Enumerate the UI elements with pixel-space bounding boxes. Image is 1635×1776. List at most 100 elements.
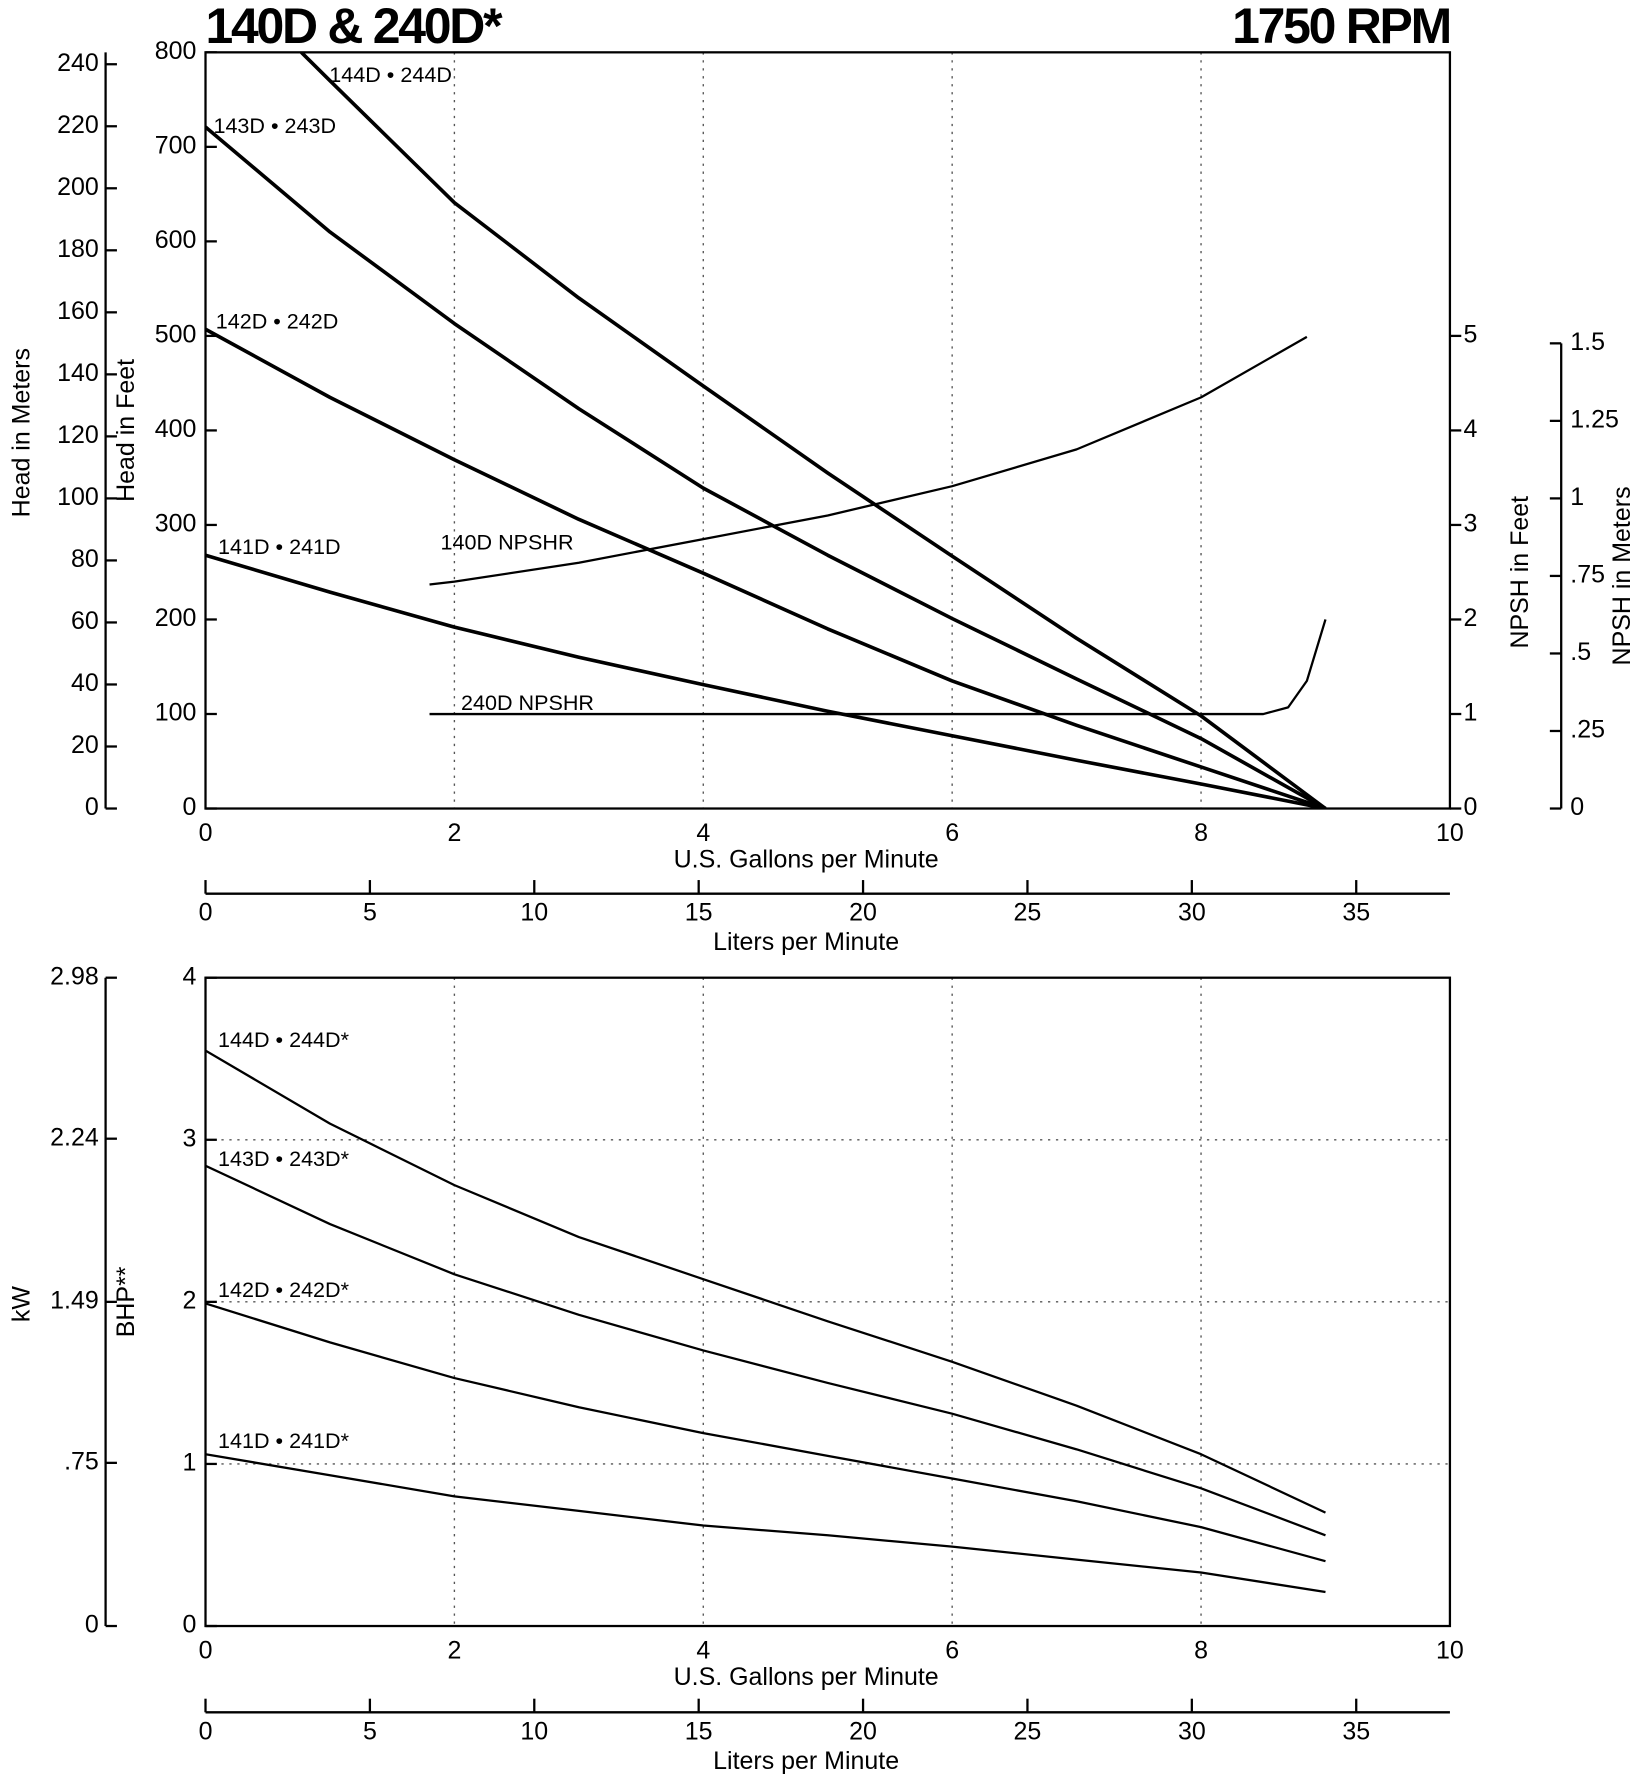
- series-label: 240D NPSHR: [461, 690, 594, 715]
- series-line: [205, 125, 1327, 809]
- x2-axis-title: Liters per Minute: [713, 1747, 899, 1775]
- x-tick-label: 8: [1194, 1637, 1208, 1665]
- y3-tick-label: .75: [64, 1447, 99, 1475]
- plot-frame: [204, 976, 1452, 1628]
- y3-tick-label: 60: [71, 607, 99, 635]
- y3-tick-label: 240: [57, 49, 99, 77]
- y-tick-label: 100: [155, 699, 197, 727]
- y-tick-label: 400: [155, 415, 197, 443]
- y-axis-title: Head in Feet: [112, 359, 140, 502]
- y4-tick-label: .25: [1570, 716, 1605, 744]
- y-tick-label: 1: [183, 1449, 197, 1477]
- y-tick-label: 0: [183, 793, 197, 821]
- y-tick-label: 500: [155, 320, 197, 348]
- x-axis-title: U.S. Gallons per Minute: [674, 1663, 939, 1691]
- x2-tick-label: 15: [685, 899, 713, 927]
- y-tick-label: 0: [183, 1611, 197, 1639]
- y2-tick-label: 2: [1464, 604, 1478, 632]
- x-axis-title: U.S. Gallons per Minute: [674, 845, 939, 873]
- x2-tick-label: 30: [1178, 1717, 1206, 1745]
- x2-tick-label: 15: [685, 1717, 713, 1745]
- x2-tick-label: 0: [199, 1717, 213, 1745]
- series-line: [205, 553, 1326, 809]
- x-tick-label: 0: [199, 1637, 213, 1665]
- y3-tick-label: 2.24: [50, 1123, 99, 1151]
- x2-tick-label: 35: [1342, 899, 1370, 927]
- y3-tick-label: 140: [57, 359, 99, 387]
- y3-tick-label: 0: [85, 1611, 99, 1639]
- y3-tick-label: 40: [71, 669, 99, 697]
- x2-tick-label: 10: [520, 899, 548, 927]
- series-line: [205, 1453, 1326, 1594]
- series-line: [205, 327, 1327, 809]
- x2-tick-label: 10: [520, 1717, 548, 1745]
- x2-tick-label: 5: [363, 1717, 377, 1745]
- y2-axis-title: NPSH in Feet: [1506, 496, 1534, 649]
- x2-tick-label: 35: [1342, 1717, 1370, 1745]
- x2-tick-label: 25: [1014, 1717, 1042, 1745]
- y2-tick-label: 3: [1464, 510, 1478, 538]
- x2-tick-label: 5: [363, 899, 377, 927]
- series-label: 143D • 243D: [213, 113, 336, 138]
- speed-label: 1750 RPM: [1232, 0, 1450, 54]
- series-label: 144D • 244D*: [218, 1027, 350, 1052]
- y-tick-label: 2: [183, 1286, 197, 1314]
- x-tick-label: 10: [1436, 819, 1464, 847]
- y3-tick-label: 20: [71, 731, 99, 759]
- x-tick-label: 4: [696, 819, 710, 847]
- x-tick-label: 6: [945, 819, 959, 847]
- series-label: 144D • 244D: [329, 62, 452, 87]
- x2-tick-label: 0: [199, 899, 213, 927]
- y2-tick-label: 5: [1464, 320, 1478, 348]
- series-label: 142D • 242D*: [218, 1277, 350, 1302]
- y3-tick-label: 220: [57, 111, 99, 139]
- series-line: [205, 1164, 1326, 1537]
- y-tick-label: 700: [155, 131, 197, 159]
- x-tick-label: 10: [1436, 1637, 1464, 1665]
- y3-tick-label: 0: [85, 793, 99, 821]
- y-tick-label: 4: [183, 962, 197, 990]
- y3-tick-label: 180: [57, 235, 99, 263]
- series-label: 142D • 242D: [216, 308, 339, 333]
- y3-tick-label: 120: [57, 421, 99, 449]
- y3-tick-label: 80: [71, 545, 99, 573]
- y3-tick-label: 160: [57, 297, 99, 325]
- y2-tick-label: 1: [1464, 699, 1478, 727]
- series-label: 141D • 241D: [218, 534, 341, 559]
- x2-tick-label: 25: [1014, 899, 1042, 927]
- y3-tick-label: 100: [57, 483, 99, 511]
- series-line: [429, 619, 1327, 716]
- series-label: 143D • 243D*: [218, 1146, 350, 1171]
- x-tick-label: 0: [199, 819, 213, 847]
- y3-axis-title: Head in Meters: [7, 348, 35, 517]
- y3-tick-label: 200: [57, 173, 99, 201]
- y3-tick-label: 2.98: [50, 962, 99, 990]
- x-tick-label: 2: [447, 819, 461, 847]
- y3-tick-label: 1.49: [50, 1286, 99, 1314]
- y4-axis-title: NPSH in Meters: [1608, 486, 1635, 665]
- x-tick-label: 8: [1194, 819, 1208, 847]
- y4-tick-label: 1: [1570, 483, 1584, 511]
- y-tick-label: 300: [155, 510, 197, 538]
- y4-tick-label: .5: [1570, 638, 1591, 666]
- series-line: [205, 1049, 1326, 1514]
- x2-axis-title: Liters per Minute: [713, 928, 899, 956]
- y4-tick-label: .75: [1570, 561, 1605, 589]
- x2-tick-label: 20: [849, 899, 877, 927]
- x-tick-label: 4: [696, 1637, 710, 1665]
- y-tick-label: 800: [155, 37, 197, 65]
- y3-axis-title: kW: [7, 1286, 35, 1322]
- x-tick-label: 2: [447, 1637, 461, 1665]
- y-tick-label: 600: [155, 226, 197, 254]
- y4-tick-label: 1.25: [1570, 405, 1619, 433]
- series-line: [300, 52, 1327, 809]
- x-tick-label: 6: [945, 1637, 959, 1665]
- y4-tick-label: 0: [1570, 793, 1584, 821]
- y2-tick-label: 4: [1464, 415, 1478, 443]
- chart-title: 140D & 240D*: [206, 0, 504, 54]
- series-line: [429, 335, 1308, 586]
- x2-tick-label: 30: [1178, 899, 1206, 927]
- series-line: [205, 1302, 1326, 1563]
